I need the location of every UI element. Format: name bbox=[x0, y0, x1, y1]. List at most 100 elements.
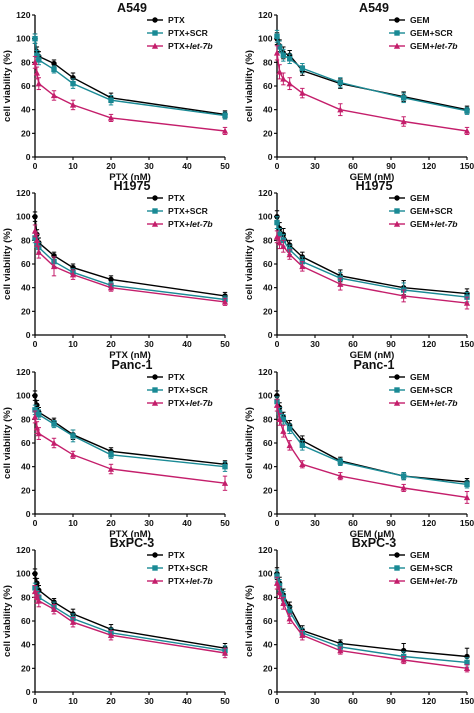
x-tick-label: 30 bbox=[144, 518, 154, 528]
chart-title: H1975 bbox=[114, 179, 151, 193]
x-tick-label: 120 bbox=[422, 339, 437, 349]
x-tick-label: 20 bbox=[106, 518, 116, 528]
x-tick-label: 40 bbox=[182, 161, 192, 171]
x-tick-label: 40 bbox=[182, 518, 192, 528]
y-tick-label: 40 bbox=[21, 283, 31, 293]
y-tick-label: 120 bbox=[258, 188, 273, 198]
x-tick-label: 0 bbox=[275, 518, 280, 528]
data-point bbox=[35, 248, 42, 255]
x-tick-label: 60 bbox=[348, 518, 358, 528]
y-tick-label: 0 bbox=[268, 509, 273, 519]
data-point bbox=[280, 75, 287, 82]
x-tick-label: 60 bbox=[348, 339, 358, 349]
x-tick-label: 0 bbox=[275, 161, 280, 171]
legend: GEM GEM+SCR GEM+let-7b bbox=[389, 15, 458, 51]
x-tick-label: 50 bbox=[220, 696, 230, 706]
legend-label: GEM bbox=[410, 372, 430, 382]
data-point bbox=[299, 442, 306, 449]
legend-marker bbox=[152, 30, 158, 36]
x-axis-label: GEM (nM) bbox=[350, 172, 395, 183]
data-point bbox=[107, 631, 115, 638]
legend-label: GEM bbox=[410, 15, 430, 25]
data-point bbox=[107, 114, 115, 121]
x-tick-label: 60 bbox=[348, 161, 358, 171]
y-tick-label: 40 bbox=[263, 105, 273, 115]
y-axis-label: cell viability (%) bbox=[244, 50, 255, 122]
x-tick-label: 30 bbox=[310, 339, 320, 349]
legend-label: GEM+let-7b bbox=[410, 219, 458, 229]
data-point bbox=[276, 68, 283, 75]
x-tick-label: 150 bbox=[460, 518, 474, 528]
y-tick-label: 0 bbox=[26, 687, 31, 697]
y-tick-label: 60 bbox=[21, 438, 31, 448]
x-tick-label: 30 bbox=[310, 696, 320, 706]
legend: GEM GEM+SCR GEM+let-7b bbox=[389, 193, 458, 229]
data-point bbox=[463, 127, 471, 134]
x-tick-label: 30 bbox=[144, 339, 154, 349]
legend-marker bbox=[151, 399, 159, 406]
legend-label: PTX bbox=[168, 372, 185, 382]
y-tick-label: 20 bbox=[21, 128, 31, 138]
x-tick-label: 0 bbox=[33, 696, 38, 706]
data-point bbox=[51, 60, 57, 67]
data-point bbox=[32, 213, 38, 220]
y-tick-label: 80 bbox=[263, 57, 273, 67]
data-point bbox=[276, 44, 283, 50]
y-tick-label: 20 bbox=[263, 306, 273, 316]
legend-marker bbox=[394, 195, 400, 201]
series-PTX+let-7b bbox=[31, 224, 229, 306]
x-tick-label: 20 bbox=[106, 339, 116, 349]
legend-marker bbox=[152, 565, 158, 571]
legend-marker bbox=[151, 220, 159, 227]
x-tick-label: 30 bbox=[310, 518, 320, 528]
data-point bbox=[286, 80, 293, 87]
chart-title: Panc-1 bbox=[354, 358, 395, 372]
legend-marker bbox=[151, 577, 159, 584]
data-point bbox=[31, 413, 39, 420]
data-point bbox=[299, 263, 306, 270]
data-point bbox=[274, 33, 280, 39]
legend-label: PTX bbox=[168, 550, 185, 560]
y-tick-label: 120 bbox=[16, 367, 31, 377]
y-tick-label: 120 bbox=[258, 10, 273, 20]
y-tick-label: 80 bbox=[263, 414, 273, 424]
data-point bbox=[108, 97, 114, 103]
legend-marker bbox=[152, 374, 158, 380]
data-point bbox=[70, 433, 76, 439]
series-line bbox=[276, 222, 468, 298]
legend-marker bbox=[393, 399, 401, 406]
data-point bbox=[221, 298, 229, 305]
y-tick-label: 100 bbox=[16, 391, 31, 401]
chart-panel-4: H1975 0 20 40 60 80 100 120 0 30 60 90 120 150 GEM (nM… bbox=[244, 179, 474, 361]
series-line bbox=[34, 587, 226, 652]
y-tick-label: 80 bbox=[21, 235, 31, 245]
legend-label: GEM bbox=[410, 550, 430, 560]
y-tick-label: 40 bbox=[263, 283, 273, 293]
chart-title: H1975 bbox=[356, 179, 393, 193]
data-point bbox=[274, 219, 280, 226]
chart-title: Panc-1 bbox=[112, 358, 153, 372]
chart-panel-3: H1975 0 20 40 60 80 100 120 0 10 20 30 40 50 PTX (nM) c… bbox=[2, 179, 230, 361]
x-tick-label: 30 bbox=[144, 696, 154, 706]
x-tick-label: 20 bbox=[106, 161, 116, 171]
legend-marker bbox=[393, 220, 401, 227]
data-point bbox=[51, 66, 57, 73]
data-point bbox=[222, 112, 228, 119]
data-point bbox=[35, 80, 42, 87]
data-point bbox=[280, 427, 287, 434]
chart-panel-8: BxPC-30204060801001200306090120150GEM (n… bbox=[244, 536, 474, 713]
legend-label: PTX+SCR bbox=[168, 28, 209, 38]
data-point bbox=[69, 618, 77, 625]
data-point bbox=[107, 465, 115, 472]
x-tick-label: 50 bbox=[220, 339, 230, 349]
data-point bbox=[36, 411, 42, 418]
x-tick-label: 90 bbox=[386, 339, 396, 349]
y-tick-label: 80 bbox=[263, 592, 273, 602]
legend-marker bbox=[152, 552, 158, 558]
legend-label: PTX+let-7b bbox=[168, 41, 213, 51]
y-tick-label: 40 bbox=[21, 105, 31, 115]
legend: GEM GEM+SCR GEM+let-7b bbox=[389, 550, 458, 586]
x-tick-label: 90 bbox=[386, 696, 396, 706]
series-PTX+let-7b bbox=[31, 585, 229, 659]
